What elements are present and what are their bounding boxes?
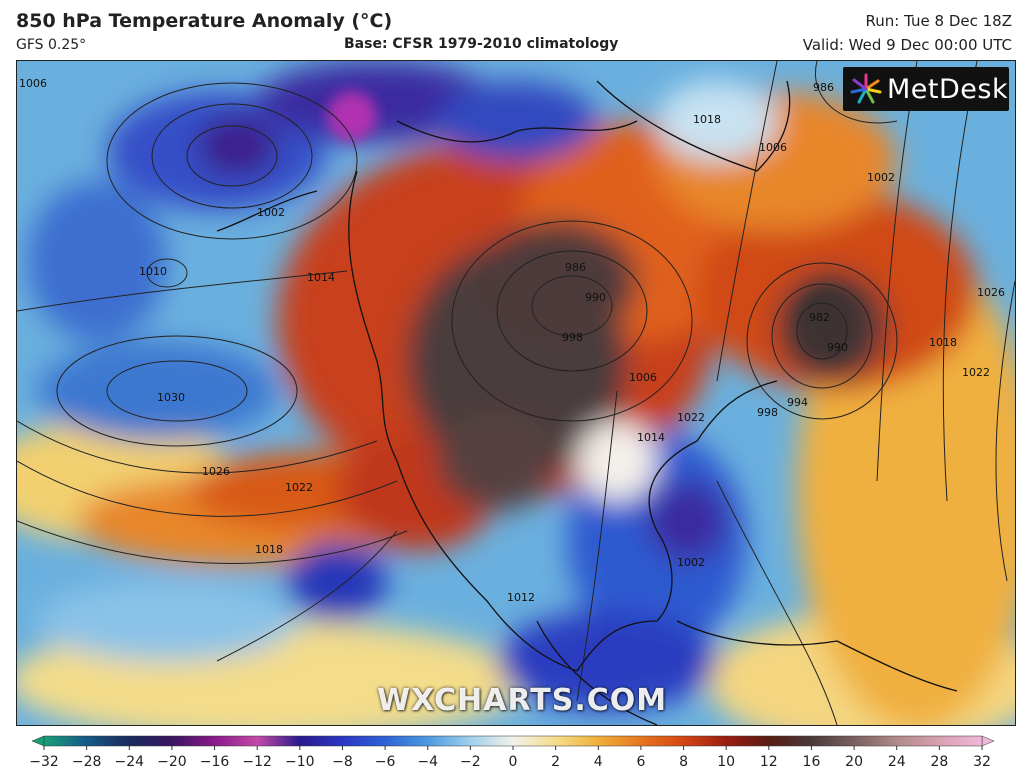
colorbar-tick-label: 4 — [594, 754, 603, 770]
colorbar-legend: −32 −28 −24 −20 −16 −12 −10 −8 −6 −4 −2 0 2 4 6 8 10 12 16… — [30, 734, 996, 774]
metdesk-star-icon — [850, 73, 882, 104]
isobar-label: 1002 — [867, 171, 895, 184]
isobar-label: 986 — [813, 81, 834, 94]
isobar-label: 1006 — [759, 141, 787, 154]
colorbar-tick-label: 0 — [509, 754, 518, 770]
isobar-label: 994 — [787, 396, 808, 409]
colorbar-gradient — [43, 735, 983, 747]
model-label: GFS 0.25° — [16, 37, 87, 53]
colorbar-tick-label: −32 — [30, 754, 59, 770]
colorbar-tick-label: −28 — [72, 754, 102, 770]
colorbar-tick-label: 2 — [551, 754, 560, 770]
isobars — [17, 61, 1015, 725]
isobar-label: 1026 — [977, 286, 1005, 299]
wxcharts-watermark: WXCHARTS.COM — [377, 683, 668, 718]
colorbar-tick-label: −20 — [157, 754, 187, 770]
colorbar-tick-label: −2 — [460, 754, 481, 770]
colorbar-tick-label: 10 — [717, 754, 735, 770]
run-time-label: Run: Tue 8 Dec 18Z — [865, 12, 1012, 30]
colorbar-tick-label: 16 — [803, 754, 821, 770]
colorbar-tick-label: −10 — [285, 754, 315, 770]
isobar-label: 1022 — [285, 481, 313, 494]
isobar-label: 1002 — [677, 556, 705, 569]
isobar-label: 1010 — [139, 265, 167, 278]
isobar-label: 1002 — [257, 206, 285, 219]
isobar-label: 982 — [809, 311, 830, 324]
temperature-anomaly-map: 1006 1002 1010 1014 1030 1026 1022 1018 … — [16, 60, 1016, 726]
colorbar-tick-label: −24 — [114, 754, 144, 770]
isobar-label: 1014 — [637, 431, 665, 444]
isobar-label: 998 — [562, 331, 583, 344]
colorbar-tick-label: −6 — [375, 754, 396, 770]
base-climatology-label: Base: CFSR 1979-2010 climatology — [344, 36, 619, 52]
chart-title: 850 hPa Temperature Anomaly (°C) — [16, 10, 393, 32]
isobar-label: 1030 — [157, 391, 185, 404]
colorbar-max-arrow — [981, 735, 995, 747]
logo-text: MetDesk — [887, 73, 1009, 105]
isobar-label: 990 — [585, 291, 606, 304]
chart-header: 850 hPa Temperature Anomaly (°C) GFS 0.2… — [0, 0, 1024, 58]
metdesk-logo: MetDesk — [843, 67, 1009, 111]
colorbar-min-arrow — [31, 735, 45, 747]
isobar-labels: 1006 1002 1010 1014 1030 1026 1022 1018 … — [19, 77, 1005, 604]
isobar-label: 986 — [565, 261, 586, 274]
isobar-label: 1018 — [255, 543, 283, 556]
colorbar-tick-label: 28 — [930, 754, 948, 770]
colorbar-tick-label: −8 — [332, 754, 353, 770]
colorbar-tick-label: 12 — [760, 754, 778, 770]
colorbar-tick-label: −16 — [200, 754, 230, 770]
colorbar-tick-label: 24 — [888, 754, 906, 770]
colorbar-tick-label: −4 — [417, 754, 438, 770]
colorbar-svg: −32 −28 −24 −20 −16 −12 −10 −8 −6 −4 −2 0 2 4 6 8 10 12 16… — [30, 735, 995, 770]
isobar-label: 998 — [757, 406, 778, 419]
colorbar-tick-label: −12 — [242, 754, 272, 770]
colorbar-tick-label: 20 — [845, 754, 863, 770]
isobar-label: 1022 — [962, 366, 990, 379]
coastlines — [216, 80, 958, 725]
isobar-label: 1006 — [19, 77, 47, 90]
isobar-label: 1018 — [929, 336, 957, 349]
colorbar-tick-label: 6 — [636, 754, 645, 770]
isobar-label: 1026 — [202, 465, 230, 478]
map-canvas: 1006 1002 1010 1014 1030 1026 1022 1018 … — [17, 61, 1015, 725]
isobar-label: 1018 — [693, 113, 721, 126]
colorbar-tick-label: 32 — [973, 754, 991, 770]
colorbar-tick-label: 8 — [679, 754, 688, 770]
valid-time-label: Valid: Wed 9 Dec 00:00 UTC — [802, 36, 1012, 54]
isobar-label: 1012 — [507, 591, 535, 604]
isobar-label: 990 — [827, 341, 848, 354]
isobar-label: 1022 — [677, 411, 705, 424]
isobar-label: 1006 — [629, 371, 657, 384]
isobar-label: 1014 — [307, 271, 335, 284]
